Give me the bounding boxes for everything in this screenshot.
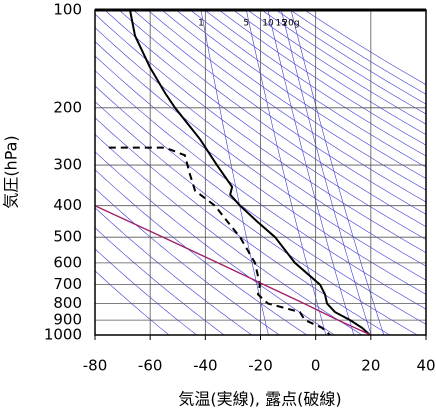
mixing-ratio-line [290,10,385,335]
dewpoint-line [108,146,331,335]
y-tick-label: 600 [53,253,82,271]
dry-adiabat [95,117,390,335]
y-axis-label: 気圧(hPa) [2,135,21,208]
plot-area [95,10,426,335]
y-tick-label: 400 [53,196,82,214]
dry-adiabat [95,85,426,325]
x-tick-label: 20 [361,357,380,375]
y-tick-label: 500 [53,228,82,246]
dry-adiabat [95,13,426,254]
mixing-ratio-line [267,10,355,335]
mixing-ratio-label: 1 [198,19,204,29]
mixing-ratio-label: 5 [243,19,249,29]
dry-adiabat [95,134,363,335]
y-tick-label: 900 [53,311,82,329]
dry-adiabat [95,187,280,335]
y-tick-label: 100 [53,1,82,19]
mixing-ratio-line [246,10,327,335]
dry-adiabat [304,10,426,86]
mixing-ratio-line [281,10,372,335]
dry-adiabat [95,207,252,335]
dry-adiabat [95,55,426,295]
y-tick-label: 300 [53,156,82,174]
dry-adiabat [104,10,426,240]
dry-adiabat [95,27,426,267]
dry-adiabat [204,10,426,157]
dry-adiabat [95,227,225,335]
dry-adiabat [247,10,426,125]
dry-adiabat [95,151,335,335]
mixing-ratio-label: 15 [276,19,287,29]
dry-adiabat [95,270,170,335]
x-axis-label: 気温(実線), 露点(破線) [178,390,341,409]
temperature-line [129,10,371,335]
dry-adiabat [218,10,426,146]
mixing-ratio-line [200,10,269,335]
mixing-ratio-label: 20g [282,19,299,29]
y-tick-label: 800 [53,294,82,312]
dry-adiabat [190,10,426,168]
x-tick-label: 40 [416,357,435,375]
dry-adiabat [176,10,426,179]
y-tick-label: 700 [53,275,82,293]
x-tick-label: -20 [248,357,273,375]
x-tick-label: -40 [193,357,218,375]
dry-adiabat [95,169,308,335]
dry-adiabat [133,10,426,215]
y-tick-label: 1000 [44,326,82,344]
dry-adiabat [147,10,426,203]
dry-adiabat [161,10,426,191]
dry-adiabat [118,10,426,228]
dry-adiabat [95,101,418,335]
y-tick-label: 200 [53,98,82,116]
x-tick-label: -80 [83,357,108,375]
mixing-ratio-label: 10 [262,19,274,29]
dry-adiabat [95,41,426,281]
dry-adiabat [95,248,197,335]
x-tick-label: -60 [138,357,163,375]
temperature-line [95,205,372,335]
background-lines [95,10,426,335]
dry-adiabat [261,10,426,115]
x-tick-label: 0 [311,357,321,375]
